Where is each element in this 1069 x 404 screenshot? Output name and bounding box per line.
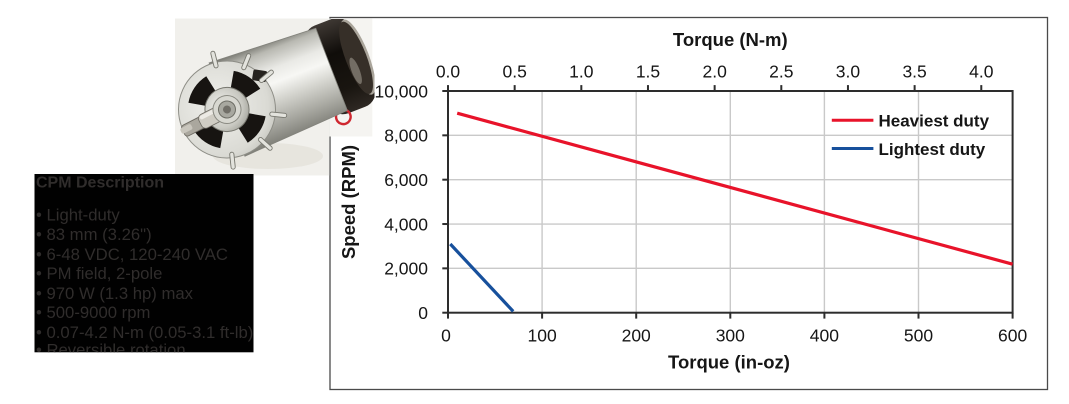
svg-text:• PM field, 2-pole: • PM field, 2-pole (36, 264, 162, 283)
svg-text:0.5: 0.5 (502, 61, 526, 81)
svg-text:3.0: 3.0 (836, 61, 861, 81)
svg-text:2,000: 2,000 (384, 259, 428, 279)
svg-text:Lightest duty: Lightest duty (879, 140, 986, 159)
svg-text:3.5: 3.5 (902, 61, 926, 81)
svg-text:1.5: 1.5 (636, 61, 660, 81)
svg-text:300: 300 (716, 326, 745, 346)
svg-text:400: 400 (810, 326, 839, 346)
svg-text:500: 500 (904, 326, 933, 346)
svg-text:1.0: 1.0 (569, 61, 594, 81)
svg-text:• 500-9000 rpm: • 500-9000 rpm (36, 303, 150, 322)
svg-text:0: 0 (418, 303, 428, 323)
svg-text:600: 600 (998, 326, 1027, 346)
svg-text:• 970 W (1.3 hp) max: • 970 W (1.3 hp) max (36, 284, 194, 303)
svg-text:6,000: 6,000 (384, 170, 428, 190)
svg-text:10,000: 10,000 (374, 81, 428, 101)
svg-text:• 0.07-4.2 N-m (0.05-3.1 ft-lb: • 0.07-4.2 N-m (0.05-3.1 ft-lb) (36, 323, 253, 342)
svg-text:200: 200 (622, 326, 651, 346)
svg-text:Speed (RPM): Speed (RPM) (338, 145, 359, 259)
svg-text:Torque (N-m): Torque (N-m) (673, 29, 788, 50)
svg-text:2.0: 2.0 (702, 61, 727, 81)
svg-text:4,000: 4,000 (384, 214, 428, 234)
svg-text:• Reversible rotation: • Reversible rotation (36, 341, 186, 360)
svg-text:8,000: 8,000 (384, 126, 428, 146)
svg-text:Torque (in-oz): Torque (in-oz) (668, 352, 790, 373)
svg-text:CPM Description: CPM Description (36, 174, 164, 191)
svg-text:Heaviest duty: Heaviest duty (879, 112, 990, 131)
svg-text:0.0: 0.0 (436, 61, 461, 81)
svg-text:0: 0 (441, 326, 451, 346)
svg-text:2.5: 2.5 (769, 61, 793, 81)
svg-text:• 83 mm (3.26"): • 83 mm (3.26") (36, 225, 152, 244)
svg-text:• 6-48 VDC, 120-240 VAC: • 6-48 VDC, 120-240 VAC (36, 245, 228, 264)
svg-text:100: 100 (527, 326, 556, 346)
svg-text:• Light-duty: • Light-duty (36, 205, 120, 224)
svg-text:4.0: 4.0 (969, 61, 994, 81)
